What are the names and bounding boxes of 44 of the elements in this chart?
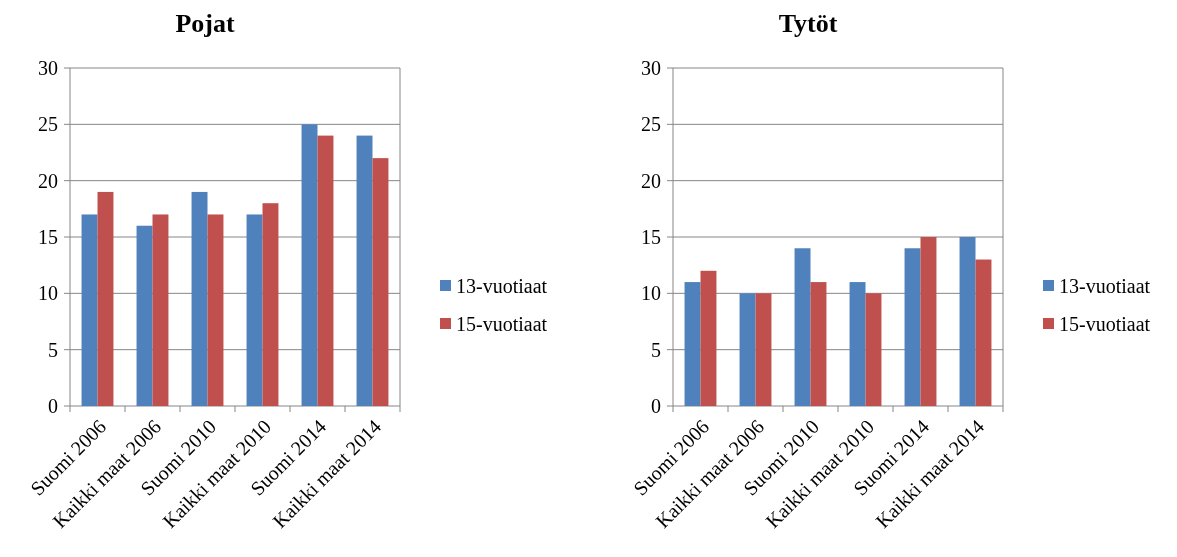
bar xyxy=(246,214,263,406)
y-tick-label: 10 xyxy=(38,282,58,305)
legend-label: 13-vuotiaat xyxy=(1059,275,1151,297)
bar xyxy=(136,225,153,406)
bar xyxy=(739,293,756,406)
bar xyxy=(849,282,866,406)
legend-label: 13-vuotiaat xyxy=(456,275,548,297)
chart-title: Tytöt xyxy=(778,9,838,38)
bar xyxy=(959,237,976,406)
bar xyxy=(904,248,921,406)
bar xyxy=(865,293,882,406)
y-tick-label: 15 xyxy=(641,226,661,248)
y-tick-label: 20 xyxy=(38,169,58,192)
bar xyxy=(97,191,114,406)
bar xyxy=(684,282,701,406)
y-tick-label: 5 xyxy=(651,338,661,361)
y-tick-label: 5 xyxy=(48,338,58,361)
bar xyxy=(81,214,98,406)
y-tick-label: 10 xyxy=(641,282,661,305)
bar xyxy=(920,237,937,406)
bar xyxy=(975,259,992,406)
legend-label: 15-vuotiaat xyxy=(456,313,548,335)
bar xyxy=(301,124,318,406)
bar xyxy=(317,135,334,406)
bar xyxy=(152,214,169,406)
bar xyxy=(794,248,811,406)
y-tick-label: 0 xyxy=(651,395,661,417)
chart-title: Pojat xyxy=(175,9,235,38)
y-tick-label: 30 xyxy=(641,57,661,79)
bar xyxy=(207,214,224,406)
bar xyxy=(372,158,389,406)
y-tick-label: 25 xyxy=(38,113,58,136)
legend-label: 15-vuotiaat xyxy=(1059,313,1151,335)
bar xyxy=(755,293,772,406)
bar xyxy=(262,203,279,406)
y-tick-label: 30 xyxy=(38,57,58,79)
y-tick-label: 15 xyxy=(38,226,58,248)
bar xyxy=(356,135,373,406)
bar xyxy=(191,191,208,406)
bar xyxy=(810,282,827,406)
y-tick-label: 20 xyxy=(641,169,661,192)
bar xyxy=(700,270,717,406)
y-tick-label: 0 xyxy=(48,395,58,417)
y-tick-label: 25 xyxy=(641,113,661,136)
